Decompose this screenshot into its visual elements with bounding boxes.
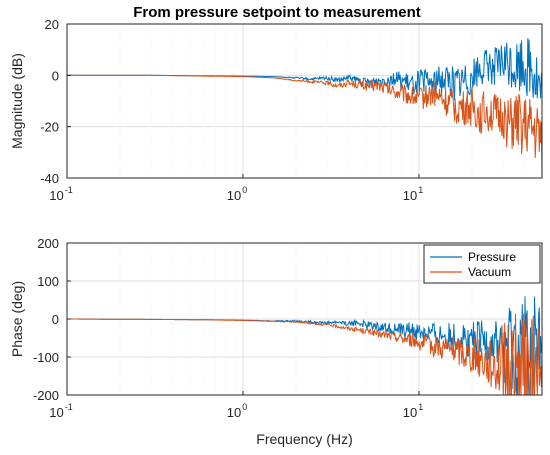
x-tick-label: 100 bbox=[227, 185, 247, 203]
x-axis-label: Frequency (Hz) bbox=[256, 431, 352, 447]
x-tick-label: 10-1 bbox=[49, 402, 72, 420]
y-tick-label: 200 bbox=[37, 236, 59, 251]
y-axis-label: Phase (deg) bbox=[9, 281, 25, 357]
legend-entry: Pressure bbox=[468, 250, 516, 264]
y-tick-label: -100 bbox=[33, 350, 59, 365]
y-tick-label: 0 bbox=[52, 68, 59, 83]
series-group bbox=[67, 38, 542, 176]
y-tick-label: 20 bbox=[45, 17, 59, 32]
series-line-2 bbox=[67, 313, 542, 395]
y-tick-label: 0 bbox=[52, 312, 59, 327]
chart-title: From pressure setpoint to measurement bbox=[133, 4, 421, 21]
x-tick-label: 10-1 bbox=[49, 185, 72, 203]
series-group bbox=[67, 296, 542, 395]
y-tick-label: 100 bbox=[37, 274, 59, 289]
x-tick-label: 101 bbox=[403, 185, 423, 203]
legend-box bbox=[423, 244, 541, 284]
y-tick-label: -200 bbox=[33, 388, 59, 403]
y-tick-label: -20 bbox=[40, 120, 59, 135]
x-tick-label: 100 bbox=[227, 402, 247, 420]
y-tick-label: -40 bbox=[40, 171, 59, 186]
axes-frame bbox=[66, 23, 543, 179]
legend-entry: Vacuum bbox=[468, 265, 511, 279]
y-axis-label: Magnitude (dB) bbox=[9, 53, 25, 149]
x-tick-label: 101 bbox=[403, 402, 423, 420]
series-line-2 bbox=[67, 74, 542, 176]
